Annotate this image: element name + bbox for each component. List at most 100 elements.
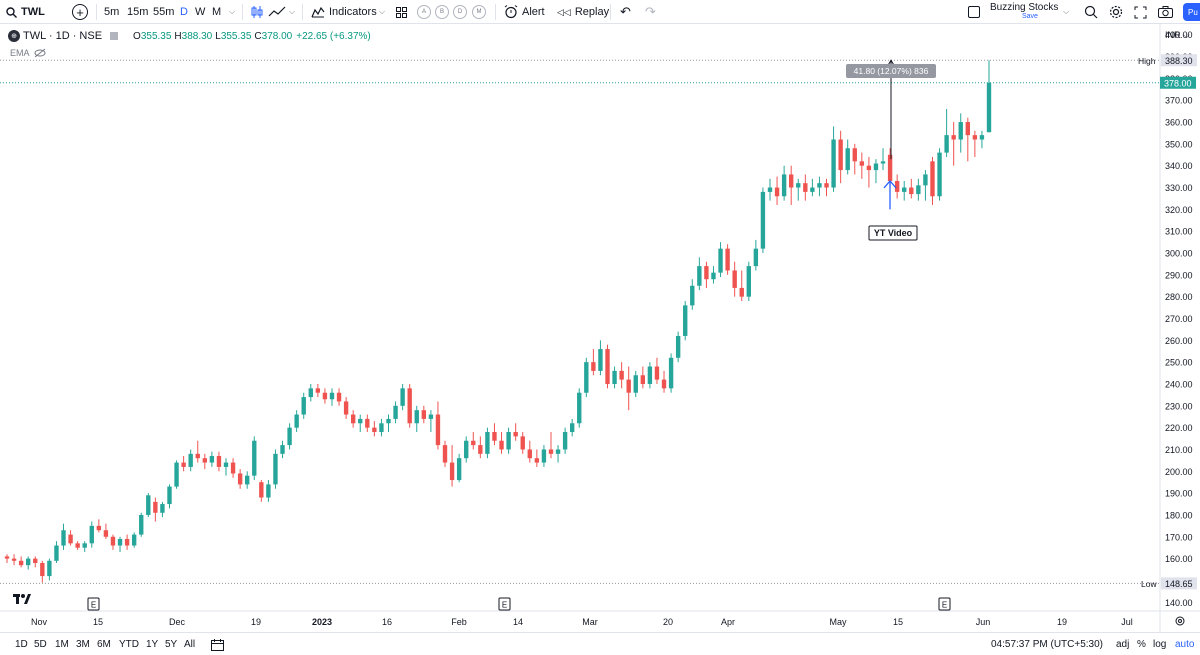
annotation-box[interactable]: [868, 225, 918, 241]
candle-down: [153, 497, 158, 522]
earnings-marker-label[interactable]: E: [942, 601, 947, 610]
x-tick-label: 16: [382, 617, 392, 627]
legend-toggle-square-icon[interactable]: [110, 32, 119, 40]
candle-up: [266, 480, 271, 502]
layout-d-button[interactable]: D: [453, 5, 467, 19]
candle-down: [548, 432, 554, 459]
range-all[interactable]: All: [184, 639, 196, 650]
candle-up: [386, 414, 391, 433]
save-label[interactable]: Save: [1022, 13, 1038, 20]
alarm-clock-icon: [504, 5, 518, 19]
range-1d[interactable]: 1D: [15, 639, 28, 650]
interval-5m[interactable]: 5m: [104, 6, 120, 18]
gear-center[interactable]: [1178, 619, 1182, 623]
interval-1w[interactable]: W: [195, 6, 206, 18]
candle-down: [322, 388, 328, 404]
candle-up: [577, 388, 582, 428]
chart-type-button[interactable]: [250, 0, 264, 24]
price-axis[interactable]: 140.00150.00160.00170.00180.00190.00200.…: [1138, 30, 1197, 608]
snapshot-button[interactable]: [1158, 0, 1173, 24]
candle-body: [866, 165, 872, 171]
interval-55m[interactable]: 55m: [153, 6, 175, 18]
symbol-search[interactable]: TWL: [6, 0, 45, 24]
gear-ring[interactable]: [1175, 616, 1185, 626]
candle-down: [605, 344, 610, 389]
interval-dropdown-chevron-icon[interactable]: ⌵: [229, 7, 236, 16]
candle-body: [958, 122, 963, 140]
layout-b-button[interactable]: B: [435, 5, 449, 19]
earnings-marker-label[interactable]: E: [502, 601, 507, 610]
indicators-button[interactable]: Indicators: [311, 0, 377, 24]
candle-up: [506, 427, 511, 454]
x-tick-label: 19: [251, 617, 261, 627]
undo-button[interactable]: ↶: [620, 0, 631, 24]
y-tick-label: 270.00: [1165, 314, 1193, 324]
candle-body: [513, 432, 518, 437]
candle-up: [760, 187, 766, 254]
candle-up: [683, 301, 688, 341]
auto-toggle[interactable]: auto: [1175, 639, 1195, 650]
candle-down: [336, 388, 342, 406]
candle-body: [428, 414, 434, 419]
x-tick-label: 15: [893, 617, 903, 627]
go-to-date-button[interactable]: [211, 639, 224, 654]
currency-label[interactable]: INR ⌵: [1165, 30, 1190, 40]
adj-toggle[interactable]: adj: [1116, 639, 1130, 650]
annotation-label[interactable]: YT Video: [874, 228, 913, 238]
range-6m[interactable]: 6M: [97, 639, 111, 650]
candle-down: [478, 436, 483, 459]
replay-button[interactable]: ◁◁ Replay: [557, 0, 609, 24]
layout-name-button[interactable]: Buzzing Stocks Save: [990, 3, 1058, 21]
earnings-marker-label[interactable]: E: [91, 601, 96, 610]
interval-1m[interactable]: M: [212, 6, 222, 18]
earnings-marker-box[interactable]: [938, 597, 951, 611]
candle-up: [287, 423, 292, 450]
log-toggle[interactable]: log: [1153, 639, 1167, 650]
time-axis[interactable]: Nov 15 Dec 19 2023 16 Feb 14 Mar 20 Apr May 15 Jun 19 J…: [31, 616, 1185, 627]
line-chart-button[interactable]: [268, 0, 286, 24]
chart-type-chevron-icon[interactable]: ⌵: [289, 7, 296, 16]
range-ytd[interactable]: YTD: [119, 639, 139, 650]
range-5y[interactable]: 5Y: [165, 639, 178, 650]
range-3m[interactable]: 3M: [76, 639, 90, 650]
candle-up: [633, 370, 638, 398]
candle-up: [767, 178, 773, 201]
earnings-marker-box[interactable]: [498, 597, 511, 611]
redo-button[interactable]: ↷: [645, 0, 656, 24]
legend-title[interactable]: TWL · 1D · NSE: [23, 30, 103, 42]
candle-up: [810, 178, 815, 197]
layout-m-button[interactable]: M: [472, 5, 486, 19]
range-5d[interactable]: 5D: [34, 639, 47, 650]
candle-down: [4, 554, 10, 563]
layout-checkbox[interactable]: [968, 0, 980, 24]
publish-button[interactable]: Pu: [1183, 3, 1200, 21]
layout-a-button[interactable]: A: [417, 5, 431, 19]
candle-body: [393, 405, 398, 419]
candle-down: [343, 397, 349, 419]
candle-up: [160, 501, 165, 518]
compare-symbol-button[interactable]: +: [72, 4, 88, 20]
candle-body: [82, 543, 87, 548]
axis-settings-gear-icon[interactable]: [1175, 616, 1185, 626]
range-1y[interactable]: 1Y: [146, 639, 159, 650]
fullscreen-button[interactable]: [1134, 0, 1147, 24]
eye-hidden-icon[interactable]: [34, 48, 46, 58]
candle-body: [640, 375, 646, 384]
alert-button[interactable]: Alert: [504, 0, 545, 24]
earnings-marker-box[interactable]: [87, 597, 100, 611]
interval-15m[interactable]: 15m: [127, 6, 149, 18]
candle-body: [273, 453, 278, 485]
range-1m[interactable]: 1M: [55, 639, 69, 650]
percent-toggle[interactable]: %: [1137, 639, 1146, 650]
candle-body: [767, 187, 773, 192]
quick-search-button[interactable]: [1084, 0, 1098, 24]
settings-button[interactable]: [1109, 0, 1123, 24]
layout-grid-button[interactable]: [396, 0, 407, 24]
indicators-chevron-icon[interactable]: ⌵: [379, 7, 386, 16]
timezone-clock[interactable]: 04:57:37 PM (UTC+5:30): [991, 639, 1103, 650]
layout-chevron-icon[interactable]: ⌵: [1063, 7, 1070, 16]
ema-indicator-legend[interactable]: EMA: [10, 48, 46, 58]
interval-1d[interactable]: D: [180, 6, 188, 18]
candle-body: [174, 462, 179, 487]
